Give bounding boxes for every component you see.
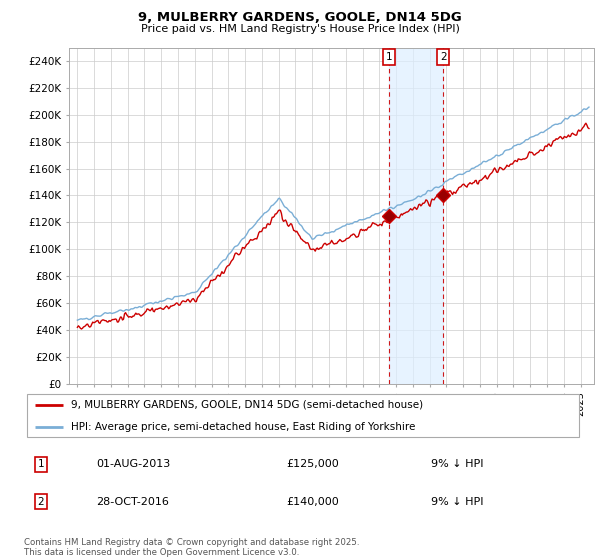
Text: 28-OCT-2016: 28-OCT-2016: [97, 497, 169, 507]
Text: 2: 2: [37, 497, 44, 507]
Text: 2: 2: [440, 52, 446, 62]
Text: 9, MULBERRY GARDENS, GOOLE, DN14 5DG (semi-detached house): 9, MULBERRY GARDENS, GOOLE, DN14 5DG (se…: [71, 400, 424, 410]
Text: 9% ↓ HPI: 9% ↓ HPI: [431, 497, 484, 507]
Text: £125,000: £125,000: [286, 459, 339, 469]
FancyBboxPatch shape: [27, 394, 579, 437]
Text: 9, MULBERRY GARDENS, GOOLE, DN14 5DG: 9, MULBERRY GARDENS, GOOLE, DN14 5DG: [138, 11, 462, 24]
Text: 9% ↓ HPI: 9% ↓ HPI: [431, 459, 484, 469]
Text: 1: 1: [386, 52, 392, 62]
Bar: [389, 48, 443, 384]
Text: 01-AUG-2013: 01-AUG-2013: [97, 459, 171, 469]
Text: 1: 1: [37, 459, 44, 469]
Text: Contains HM Land Registry data © Crown copyright and database right 2025.
This d: Contains HM Land Registry data © Crown c…: [24, 538, 359, 557]
Text: Price paid vs. HM Land Registry's House Price Index (HPI): Price paid vs. HM Land Registry's House …: [140, 24, 460, 34]
Text: £140,000: £140,000: [286, 497, 339, 507]
Text: HPI: Average price, semi-detached house, East Riding of Yorkshire: HPI: Average price, semi-detached house,…: [71, 422, 416, 432]
